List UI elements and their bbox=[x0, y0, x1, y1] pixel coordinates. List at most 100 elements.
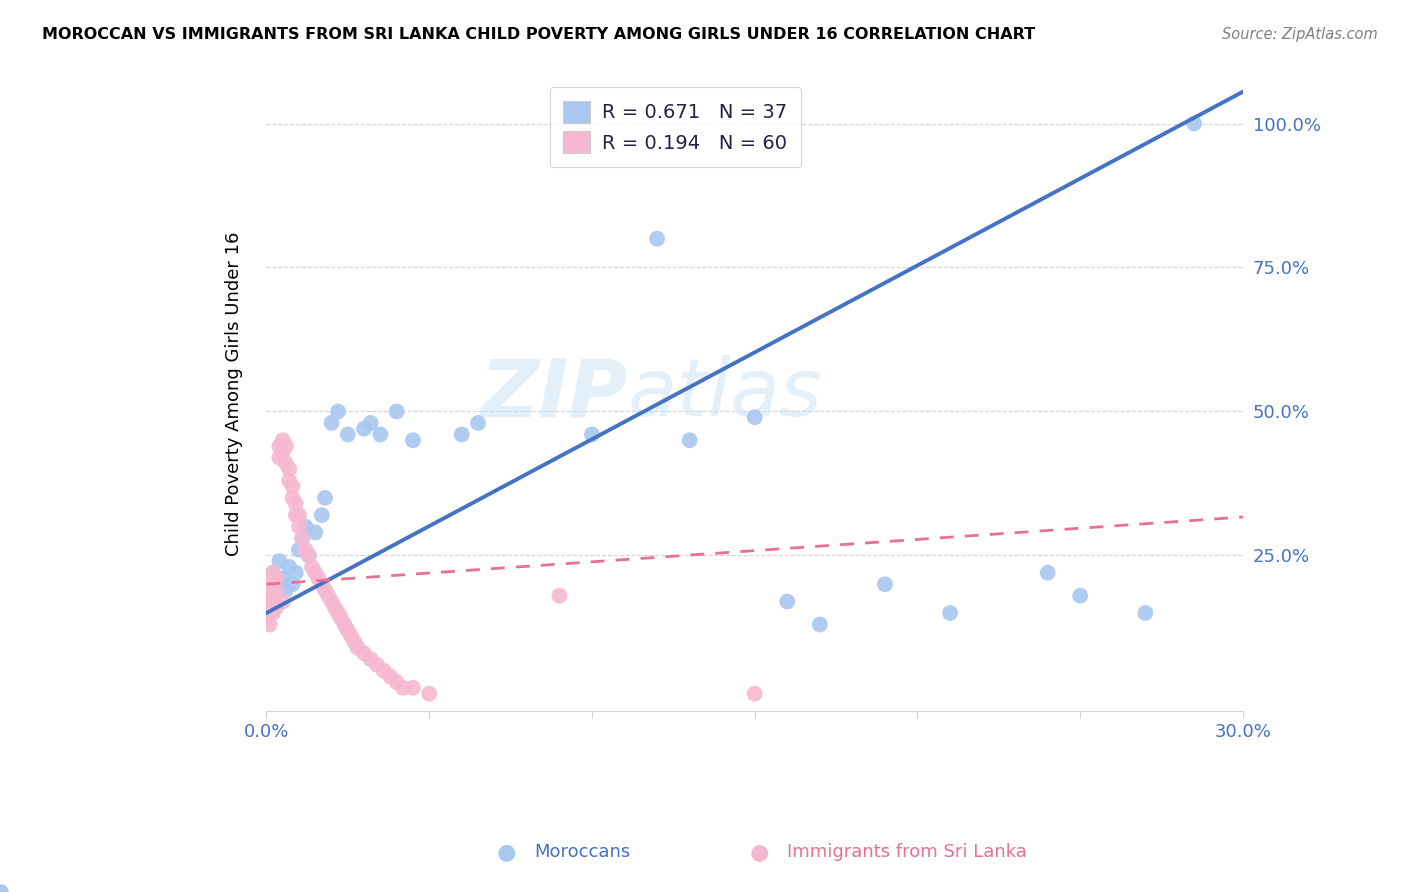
Point bbox=[271, 444, 294, 458]
Point bbox=[301, 560, 323, 574]
Point bbox=[330, 612, 353, 626]
Point bbox=[467, 416, 489, 430]
Point bbox=[269, 450, 291, 465]
Point bbox=[264, 582, 287, 597]
Point bbox=[288, 542, 311, 557]
Point bbox=[1036, 566, 1059, 580]
Point bbox=[274, 439, 297, 453]
Point bbox=[333, 617, 356, 632]
Point bbox=[281, 491, 304, 505]
Point bbox=[284, 566, 307, 580]
Point bbox=[581, 427, 603, 442]
Point bbox=[316, 589, 339, 603]
Point bbox=[402, 434, 425, 448]
Point bbox=[326, 404, 349, 418]
Point bbox=[288, 508, 311, 522]
Point bbox=[262, 606, 284, 620]
Point bbox=[271, 594, 294, 608]
Text: Source: ZipAtlas.com: Source: ZipAtlas.com bbox=[1222, 27, 1378, 42]
Point bbox=[278, 560, 301, 574]
Point bbox=[645, 232, 668, 246]
Point bbox=[873, 577, 896, 591]
Point bbox=[450, 427, 472, 442]
Point bbox=[254, 577, 277, 591]
Point bbox=[259, 571, 281, 585]
Point bbox=[340, 629, 363, 643]
Point bbox=[744, 687, 766, 701]
Point bbox=[360, 416, 382, 430]
Point bbox=[548, 589, 571, 603]
Point bbox=[336, 624, 359, 638]
Point bbox=[392, 681, 415, 695]
Point bbox=[269, 439, 291, 453]
Point bbox=[271, 434, 294, 448]
Point bbox=[294, 542, 316, 557]
Point bbox=[776, 594, 799, 608]
Point bbox=[311, 577, 333, 591]
Text: ZIP: ZIP bbox=[481, 355, 627, 434]
Point bbox=[269, 554, 291, 568]
Point bbox=[271, 571, 294, 585]
Point bbox=[1135, 606, 1157, 620]
Point bbox=[402, 681, 425, 695]
Point bbox=[262, 566, 284, 580]
Point bbox=[562, 727, 585, 741]
Point bbox=[366, 657, 388, 672]
Text: Immigrants from Sri Lanka: Immigrants from Sri Lanka bbox=[787, 843, 1028, 861]
Point bbox=[353, 646, 375, 660]
Point bbox=[326, 606, 349, 620]
Point bbox=[808, 617, 831, 632]
Point bbox=[304, 525, 326, 540]
Point bbox=[308, 571, 330, 585]
Point bbox=[373, 664, 395, 678]
Point bbox=[281, 577, 304, 591]
Point bbox=[314, 582, 336, 597]
Point bbox=[418, 687, 440, 701]
Point bbox=[378, 669, 401, 683]
Text: MOROCCAN VS IMMIGRANTS FROM SRI LANKA CHILD POVERTY AMONG GIRLS UNDER 16 CORRELA: MOROCCAN VS IMMIGRANTS FROM SRI LANKA CH… bbox=[42, 27, 1035, 42]
Text: ●: ● bbox=[496, 842, 516, 862]
Point bbox=[264, 571, 287, 585]
Point bbox=[1069, 589, 1091, 603]
Point bbox=[346, 640, 368, 655]
Point bbox=[274, 456, 297, 470]
Point bbox=[259, 594, 281, 608]
Point bbox=[281, 479, 304, 493]
Point bbox=[294, 519, 316, 533]
Point bbox=[321, 594, 343, 608]
Point bbox=[744, 410, 766, 425]
Point bbox=[360, 652, 382, 666]
Point bbox=[254, 600, 277, 615]
Point bbox=[353, 422, 375, 436]
Legend: R = 0.671   N = 37, R = 0.194   N = 60: R = 0.671 N = 37, R = 0.194 N = 60 bbox=[550, 87, 801, 167]
Point bbox=[259, 606, 281, 620]
Point bbox=[288, 519, 311, 533]
Text: Moroccans: Moroccans bbox=[534, 843, 630, 861]
Point bbox=[262, 577, 284, 591]
Point bbox=[262, 594, 284, 608]
Point bbox=[259, 617, 281, 632]
Point bbox=[323, 600, 346, 615]
Point bbox=[336, 427, 359, 442]
Point bbox=[254, 589, 277, 603]
Point bbox=[343, 635, 366, 649]
Point bbox=[284, 497, 307, 511]
Point bbox=[314, 491, 336, 505]
Point bbox=[385, 675, 408, 690]
Point bbox=[1182, 116, 1205, 130]
Point bbox=[278, 474, 301, 488]
Point bbox=[298, 549, 321, 563]
Point bbox=[278, 462, 301, 476]
Point bbox=[284, 508, 307, 522]
Point bbox=[298, 549, 321, 563]
Point bbox=[385, 404, 408, 418]
Point bbox=[264, 577, 287, 591]
Point bbox=[262, 566, 284, 580]
Point bbox=[259, 582, 281, 597]
Point bbox=[939, 606, 962, 620]
Text: ●: ● bbox=[749, 842, 769, 862]
Point bbox=[291, 531, 314, 545]
Point bbox=[291, 531, 314, 545]
Point bbox=[304, 566, 326, 580]
Point bbox=[678, 434, 700, 448]
